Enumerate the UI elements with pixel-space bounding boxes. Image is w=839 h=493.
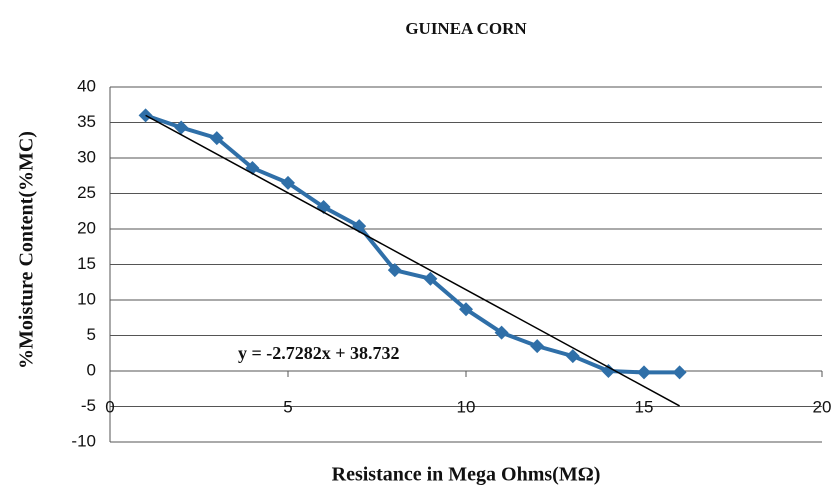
y-tick-label: 30 (77, 147, 96, 166)
x-tick-label: 5 (283, 397, 292, 416)
marker (387, 263, 402, 278)
chart-title: GUINEA CORN (405, 19, 527, 38)
x-tick-label: 0 (105, 397, 114, 416)
marker (565, 349, 580, 364)
trendline (145, 114, 680, 407)
y-tick-label: -10 (71, 431, 96, 450)
y-tick-label: 0 (87, 360, 96, 379)
y-tick-label: 35 (77, 112, 96, 131)
marker (459, 302, 473, 317)
y-tick-label: 25 (77, 183, 96, 202)
y-axis-label: %Moisture Content(%MC) (16, 131, 38, 369)
marker (423, 271, 438, 286)
marker (209, 131, 224, 146)
y-tick-label: 5 (87, 325, 96, 344)
x-tick-label: 15 (635, 397, 654, 416)
y-tick-label: -5 (81, 396, 96, 415)
x-axis-label: Resistance in Mega Ohms(MΩ) (332, 464, 601, 486)
marker (637, 365, 651, 380)
trendline-label: y = -2.7282x + 38.732 (238, 343, 400, 363)
marker (601, 364, 616, 378)
y-tick-label: 40 (77, 76, 96, 95)
y-tick-label: 20 (77, 218, 96, 237)
marker (672, 365, 687, 380)
marker (174, 120, 189, 135)
y-tick-label: 10 (77, 289, 96, 308)
marker (281, 175, 295, 190)
marker (494, 325, 509, 340)
series-line (144, 113, 680, 375)
x-tick-label: 10 (457, 397, 476, 416)
marker (530, 339, 545, 354)
y-tick-label: 15 (77, 254, 96, 273)
x-tick-label: 20 (813, 397, 832, 416)
